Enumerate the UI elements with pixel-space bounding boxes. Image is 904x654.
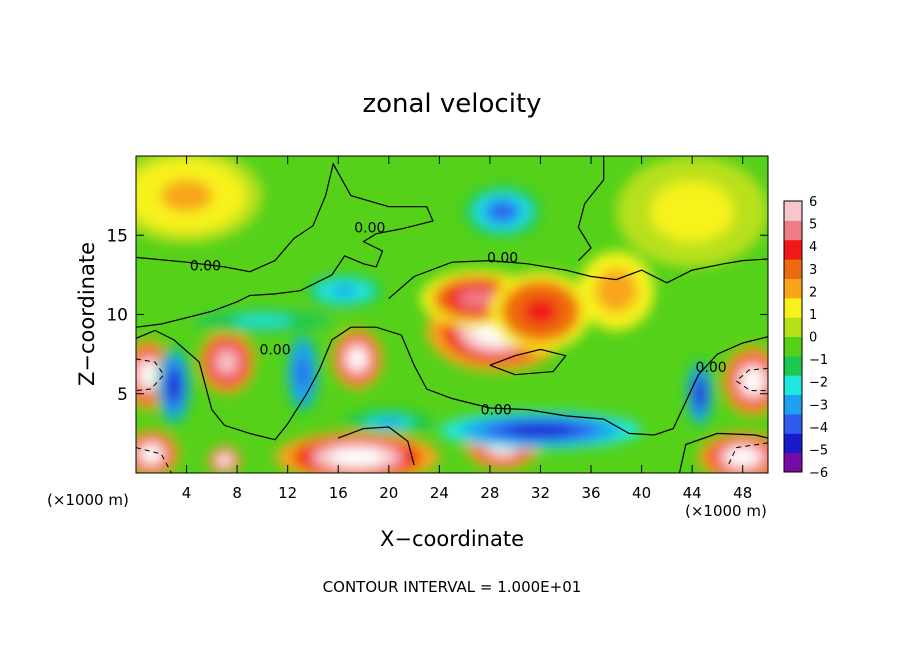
colorbar-tick-label: 2: [809, 285, 817, 300]
colorbar-tick-label: −3: [809, 398, 828, 413]
x-axis-label: X−coordinate: [380, 527, 524, 551]
contour-label-1: 0.00: [354, 220, 385, 236]
x-tick-label: 40: [632, 484, 651, 502]
colorbar-swatch: [784, 297, 802, 318]
colorbar-swatch: [784, 433, 802, 454]
colorbar-swatch: [784, 278, 802, 299]
colorbar-tick-label: 5: [809, 218, 817, 233]
y-axis-label: Z−coordinate: [75, 242, 99, 386]
colorbar-swatch: [784, 259, 802, 279]
field-cell-7: [275, 431, 440, 473]
colorbar-swatch: [784, 394, 802, 415]
colorbar-swatch: [784, 452, 802, 473]
x-axis-ticks: 4 8 12 16 20 24 28 32 36 40 44 48: [182, 156, 752, 502]
chart-title: zonal velocity: [362, 89, 541, 119]
colorbar: 6 5 4 3 2 1 0 −1 −2 −3 −4 −5 −6: [783, 195, 828, 481]
contour-label-2: 0.00: [487, 250, 518, 266]
colorbar-tick-label: 6: [809, 195, 817, 210]
y-axis-ticks: 5 10 15: [106, 226, 768, 405]
colorbar-swatch: [784, 336, 802, 357]
contour-label-0: 0.00: [190, 258, 221, 274]
contour-interval-note: CONTOUR INTERVAL = 1.000E+01: [323, 578, 582, 596]
field-cell-20: [136, 156, 263, 244]
negative-contour-line: [727, 442, 768, 467]
plot-area: [136, 156, 768, 473]
x-tick-label: 16: [329, 484, 348, 502]
colorbar-tick-label: 3: [809, 263, 817, 278]
colorbar-tick-label: −1: [809, 353, 828, 368]
field-cell-2: [489, 271, 592, 351]
x-tick-label: 32: [531, 484, 550, 502]
negative-contour-line: [735, 367, 768, 392]
field-cell-11: [208, 446, 241, 473]
colorbar-swatch: [784, 413, 802, 434]
zero-contour-line: [388, 258, 768, 300]
x-tick-label: 44: [683, 484, 702, 502]
field-cell-4: [331, 328, 383, 389]
zero-contour-line: [489, 348, 567, 376]
x-tick-label: 4: [182, 484, 192, 502]
x-tick-label: 28: [480, 484, 499, 502]
y-tick-label: 10: [106, 306, 128, 326]
field-cell-10: [136, 430, 179, 473]
y-tick-label: 5: [117, 385, 128, 405]
field-cell-21: [616, 156, 768, 267]
contour-label-3: 0.00: [259, 342, 290, 358]
colorbar-tick-label: 0: [809, 331, 817, 346]
x-tick-label: 12: [278, 484, 297, 502]
colorbar-swatch: [784, 317, 802, 337]
field-cell-9: [698, 431, 768, 473]
x-tick-label: 48: [733, 484, 752, 502]
contour-labels: 0.00 0.00 0.00 0.00 0.00 0.00: [190, 220, 727, 418]
zero-contour-line: [337, 426, 415, 466]
field-cell-6: [722, 346, 768, 416]
colorbar-tick-label: −6: [809, 466, 828, 481]
y-tick-label: 15: [106, 226, 128, 246]
x-tick-label: 36: [581, 484, 600, 502]
negative-contour-line: [136, 447, 172, 473]
zero-contour-line: [136, 326, 402, 441]
field-cell-3: [199, 330, 255, 394]
colorbar-swatch: [784, 220, 802, 241]
x-tick-label: 8: [232, 484, 242, 502]
x-tick-label: 24: [430, 484, 449, 502]
field-cell-13: [306, 274, 383, 307]
contour-label-4: 0.00: [481, 403, 512, 419]
colorbar-tick-label: −4: [809, 421, 828, 436]
zero-contours: [136, 156, 768, 473]
x-unit-left: (×1000 m): [47, 491, 129, 509]
field-cell-22: [578, 251, 655, 331]
colorbar-swatch: [784, 201, 802, 221]
colorbar-tick-label: −5: [809, 443, 828, 458]
field-cell-14: [156, 344, 192, 428]
x-unit-right: (×1000 m): [685, 502, 767, 520]
field-cell-12: [464, 186, 541, 237]
zero-contour-line: [678, 432, 768, 473]
field-cell-15: [286, 331, 320, 415]
colorbar-tick-label: 4: [809, 240, 817, 255]
zero-contour-line: [400, 334, 768, 436]
colorbar-tick-label: −2: [809, 376, 828, 391]
zero-contour-line: [577, 156, 605, 262]
colorbar-tick-label: 1: [809, 308, 817, 323]
colorbar-swatch: [784, 375, 802, 396]
colorbar-swatch: [784, 355, 802, 376]
field-cell-18: [173, 306, 351, 336]
x-tick-label: 20: [379, 484, 398, 502]
colorbar-swatch: [784, 239, 802, 260]
field-cell-16: [439, 411, 642, 450]
negative-contour-line: [136, 358, 165, 392]
field-cell-17: [685, 358, 714, 429]
contour-label-5: 0.00: [696, 360, 727, 376]
zero-contour-line: [136, 162, 434, 328]
colorbar-frame: [783, 200, 803, 473]
velocity-field: [136, 156, 768, 473]
